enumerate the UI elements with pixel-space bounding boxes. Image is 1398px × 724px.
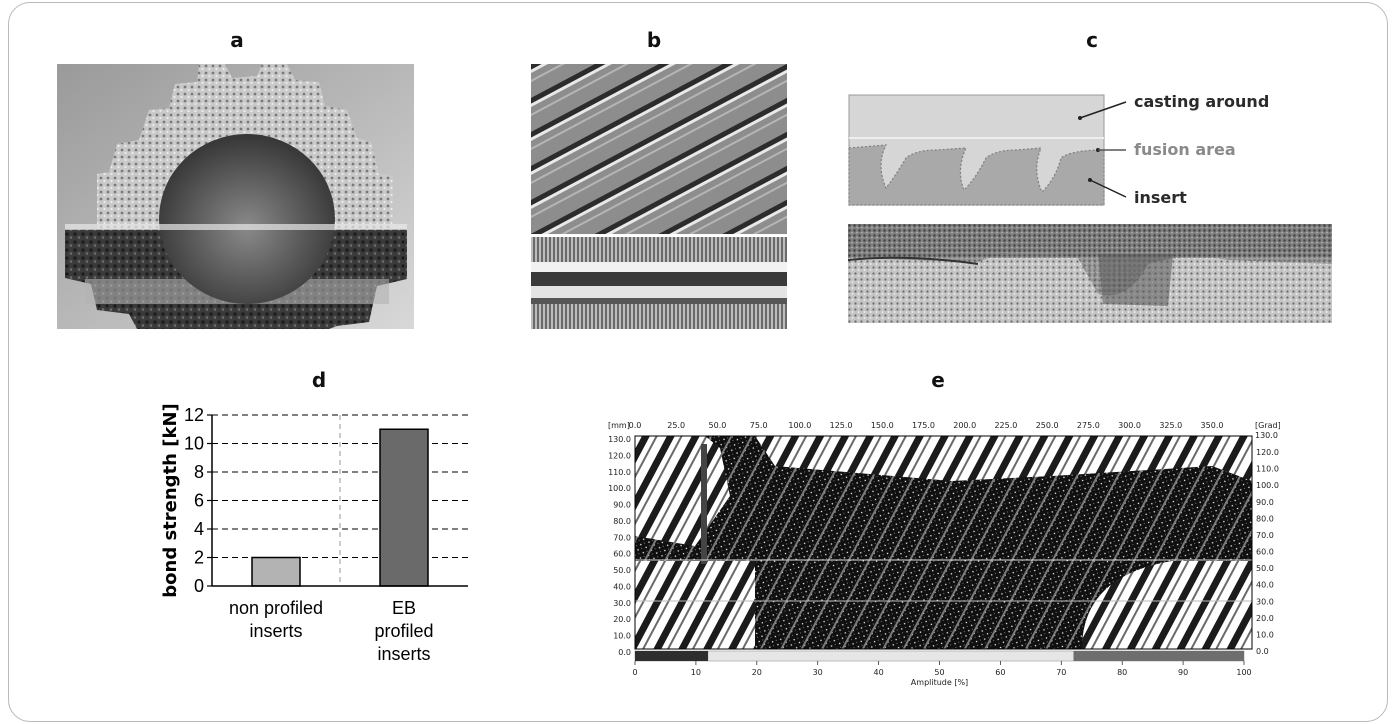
right-tick-label: 120.0 — [1256, 448, 1279, 457]
panel-label-e: e — [931, 368, 945, 392]
fusion-area-label: fusion area — [1134, 140, 1236, 159]
bottom-tick-label: 50 — [934, 668, 944, 677]
left-tick-label: 90.0 — [613, 501, 631, 510]
bar — [379, 428, 429, 587]
right-tick-label: 10.0 — [1256, 630, 1274, 639]
scan-region-unbonded — [1082, 561, 1252, 649]
bottom-tick-label: 0 — [632, 668, 637, 677]
right-tick-label: 100.0 — [1256, 481, 1279, 490]
left-tick-label: 110.0 — [608, 468, 631, 477]
casting-around-label: casting around — [1134, 92, 1270, 111]
top-right-unit: [Grad] — [1255, 421, 1280, 430]
right-tick-label: 60.0 — [1256, 548, 1274, 557]
scan-region-unbonded — [755, 436, 1252, 481]
panel-label-c: c — [1086, 28, 1098, 52]
y-tick-label: 6 — [194, 491, 204, 511]
left-tick-label: 50.0 — [613, 566, 631, 575]
y-tick-label: 8 — [194, 462, 204, 482]
top-tick-label: 150.0 — [871, 421, 894, 430]
top-left-unit: [mm] — [608, 421, 630, 430]
right-tick-label: 90.0 — [1256, 498, 1274, 507]
right-tick-label: 50.0 — [1256, 564, 1274, 573]
top-tick-label: 350.0 — [1201, 421, 1224, 430]
left-tick-label: 70.0 — [613, 533, 631, 542]
grooved-surface-micrograph — [531, 64, 787, 329]
bottom-tick-label: 40 — [874, 668, 884, 677]
gear-insert-photo — [57, 64, 414, 329]
right-tick-label: 40.0 — [1256, 581, 1274, 590]
bottom-tick-label: 90 — [1178, 668, 1188, 677]
left-tick-label: 130.0 — [608, 435, 631, 444]
bond-strength-chart: 0 2 4 6 8 10 12 non profiled inserts EB profiled in… — [150, 395, 480, 705]
bottom-tick-label: 30 — [813, 668, 823, 677]
y-tick-label: 12 — [184, 405, 204, 425]
top-tick-label: 200.0 — [953, 421, 976, 430]
y-tick-label: 0 — [194, 576, 204, 596]
y-tick-label: 4 — [194, 519, 204, 539]
insert-label: insert — [1134, 188, 1187, 207]
left-tick-label: 0.0 — [618, 648, 631, 657]
amplitude-range-grey — [1073, 651, 1244, 661]
top-tick-label: 300.0 — [1118, 421, 1141, 430]
y-tick-label: 2 — [194, 548, 204, 568]
x-category-label: EB — [392, 598, 416, 618]
scan-artifact — [701, 444, 707, 564]
bar — [251, 556, 301, 587]
top-tick-label: 125.0 — [830, 421, 853, 430]
top-tick-label: 175.0 — [912, 421, 935, 430]
x-category-label: inserts — [249, 621, 302, 641]
bottom-tick-label: 70 — [1056, 668, 1066, 677]
top-tick-label: 250.0 — [1036, 421, 1059, 430]
left-tick-label: 80.0 — [613, 517, 631, 526]
top-tick-label: 275.0 — [1077, 421, 1100, 430]
top-tick-label: 0.0 — [629, 421, 642, 430]
top-tick-label: 100.0 — [788, 421, 811, 430]
top-tick-label: 225.0 — [994, 421, 1017, 430]
c-scan-chart: 0.0 25.0 50.0 75.0 100.0 125.0 150.0 175.0 200.0… — [580, 412, 1281, 692]
y-axis-title: bond strength [kN] — [160, 403, 181, 598]
right-tick-label: 110.0 — [1256, 465, 1279, 474]
bottom-tick-label: 60 — [995, 668, 1005, 677]
left-tick-label: 10.0 — [613, 632, 631, 641]
bottom-tick-label: 100 — [1236, 668, 1251, 677]
top-tick-label: 50.0 — [709, 421, 727, 430]
fusion-schematic: casting around fusion area insert — [846, 70, 1346, 230]
panel-label-b: b — [646, 28, 662, 52]
top-tick-label: 325.0 — [1159, 421, 1182, 430]
top-tick-label: 25.0 — [667, 421, 685, 430]
x-category-label: inserts — [377, 644, 430, 664]
left-tick-label: 30.0 — [613, 599, 631, 608]
right-tick-label: 80.0 — [1256, 514, 1274, 523]
bottom-tick-label: 10 — [691, 668, 701, 677]
right-tick-label: 30.0 — [1256, 597, 1274, 606]
panel-label-d: d — [311, 368, 327, 392]
y-tick-label: 10 — [184, 434, 204, 454]
left-tick-label: 120.0 — [608, 451, 631, 460]
left-tick-label: 100.0 — [608, 484, 631, 493]
scan-region-unbonded — [635, 561, 755, 649]
x-category-label: profiled — [374, 621, 433, 641]
amplitude-range-dark — [635, 651, 709, 661]
bottom-tick-label: 80 — [1117, 668, 1127, 677]
left-tick-label: 60.0 — [613, 550, 631, 559]
left-tick-label: 40.0 — [613, 582, 631, 591]
figure-frame — [8, 2, 1388, 722]
x-axis-title: Amplitude [%] — [911, 678, 968, 687]
right-tick-label: 70.0 — [1256, 531, 1274, 540]
x-category-label: non profiled — [229, 598, 323, 618]
panel-label-a: a — [230, 28, 244, 52]
top-right-value: 130.0 — [1255, 431, 1278, 440]
bottom-tick-label: 20 — [752, 668, 762, 677]
fusion-micrograph — [848, 224, 1332, 323]
bond-strength-bar-chart-svg: 0 2 4 6 8 10 12 non profiled inserts EB profiled in… — [160, 403, 468, 664]
right-tick-label: 20.0 — [1256, 614, 1274, 623]
c-scan-svg: 0.0 25.0 50.0 75.0 100.0 125.0 150.0 175.0 200.0… — [608, 421, 1281, 687]
top-tick-label: 75.0 — [750, 421, 768, 430]
scan-frame — [634, 435, 1253, 650]
right-tick-label: 0.0 — [1256, 647, 1269, 656]
left-tick-label: 20.0 — [613, 615, 631, 624]
